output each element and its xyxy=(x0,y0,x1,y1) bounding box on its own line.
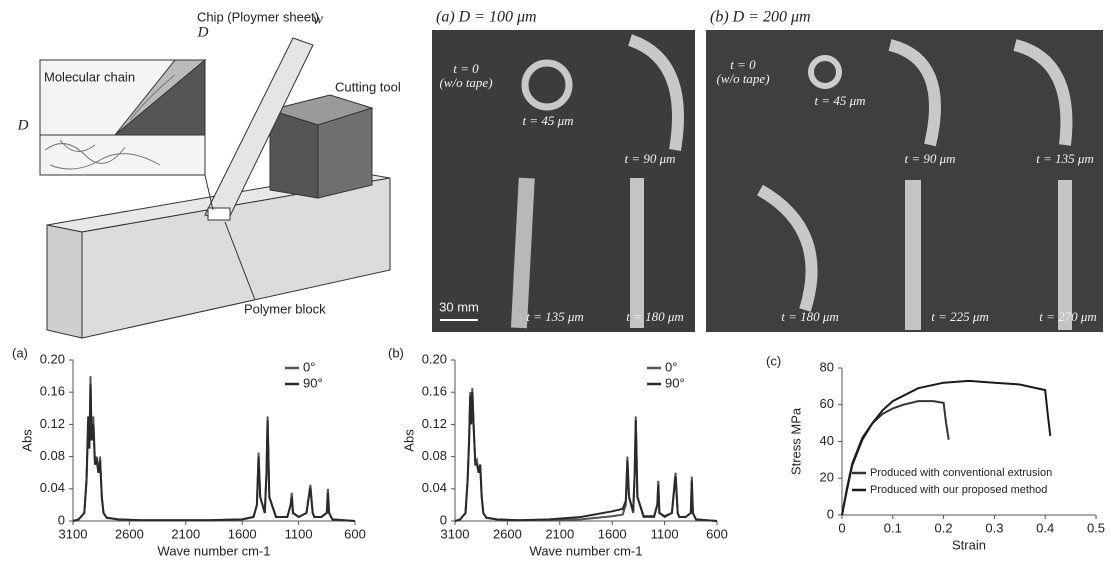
x-tick-label: 1100 xyxy=(651,526,679,541)
photo-label: t = 180 μm xyxy=(626,309,684,324)
panel-label: (b) xyxy=(388,345,404,360)
series-line xyxy=(455,392,717,521)
x-tick-label: 2600 xyxy=(115,526,144,541)
x-tick-label: 3100 xyxy=(59,526,88,541)
cut-zone xyxy=(208,208,230,220)
y-tick-label: 0.16 xyxy=(40,384,65,399)
strip xyxy=(630,178,644,328)
y-tick-label: 0.20 xyxy=(40,351,65,366)
photo-label: (w/o tape) xyxy=(716,71,769,86)
y-tick-label: 0.08 xyxy=(422,448,447,463)
y-tick-label: 0.20 xyxy=(422,351,447,366)
y-tick-label: 0.16 xyxy=(422,384,447,399)
y-tick-label: 0 xyxy=(440,512,447,527)
photo-label: t = 0 xyxy=(730,57,756,72)
legend-label: 0° xyxy=(665,359,677,374)
x-tick-label: 0.3 xyxy=(985,520,1003,535)
y-tick-label: 0 xyxy=(827,506,834,521)
photo-label: t = 90 μm xyxy=(624,151,675,166)
diagram-label: Polymer block xyxy=(244,301,326,316)
x-tick-label: 0.5 xyxy=(1087,520,1105,535)
photo-label: t = 180 μm xyxy=(781,309,839,324)
series-line xyxy=(842,401,949,515)
legend-label: Produced with conventional extrusion xyxy=(870,467,1052,479)
y-axis-label: Abs xyxy=(401,429,416,452)
scale-label: 30 mm xyxy=(439,299,479,314)
diagram-label: Chip (Ploymer sheet) xyxy=(197,9,319,24)
photo-a: (a) D = 100 μm t = 0(w/o tape) t = 45 μm t … xyxy=(432,9,695,332)
block-end xyxy=(47,225,82,338)
panel-label: (a) xyxy=(12,345,28,360)
diagram-label: Cutting tool xyxy=(335,79,401,94)
y-tick-label: 0.04 xyxy=(422,480,447,495)
y-tick-label: 80 xyxy=(820,359,834,374)
panel-label: (c) xyxy=(766,353,781,368)
photo-title: (a) D = 100 μm xyxy=(436,9,537,26)
photo-label: t = 270 μm xyxy=(1039,309,1097,324)
legend-label: Produced with our proposed method xyxy=(870,484,1047,496)
x-tick-label: 1600 xyxy=(228,526,257,541)
x-tick-label: 2100 xyxy=(545,526,574,541)
diagram-label: D xyxy=(17,117,29,133)
y-tick-label: 0 xyxy=(58,512,65,527)
y-tick-label: 0.12 xyxy=(422,416,447,431)
x-tick-label: 2100 xyxy=(171,526,200,541)
photo-label: t = 0 xyxy=(453,61,479,76)
x-tick-label: 600 xyxy=(344,526,366,541)
x-axis-label: Wave number cm-1 xyxy=(530,543,643,558)
photo-b: (b) D = 200 μm t = 0(w/o tape) t = 45 μm t … xyxy=(706,9,1103,332)
x-tick-label: 0.1 xyxy=(884,520,902,535)
x-tick-label: 1100 xyxy=(285,526,313,541)
strip xyxy=(1058,180,1072,330)
photo-label: t = 45 μm xyxy=(814,93,865,108)
tool-side xyxy=(270,110,318,198)
x-tick-label: 0.2 xyxy=(935,520,953,535)
y-tick-label: 0.08 xyxy=(40,448,65,463)
figure: (a) D = 100 μmt = 0(w/o tape)t = 45 μmt … xyxy=(0,0,1111,562)
photo-label: t = 225 μm xyxy=(931,309,989,324)
y-tick-label: 0.12 xyxy=(40,416,65,431)
y-tick-label: 0.04 xyxy=(40,480,65,495)
diagram-label: Molecular chain xyxy=(44,69,135,84)
legend-label: 90° xyxy=(303,375,323,390)
photo-label: (w/o tape) xyxy=(439,75,492,90)
x-tick-label: 0 xyxy=(838,520,845,535)
photo-label: t = 45 μm xyxy=(522,113,573,128)
series-line xyxy=(73,384,355,521)
legend-label: 90° xyxy=(665,375,685,390)
x-tick-label: 1600 xyxy=(598,526,627,541)
x-axis-label: Wave number cm-1 xyxy=(158,543,271,558)
y-tick-label: 40 xyxy=(820,433,834,448)
x-tick-label: 600 xyxy=(706,526,728,541)
y-axis-label: Abs xyxy=(19,429,34,452)
photo-label: t = 135 μm xyxy=(1036,151,1094,166)
legend-label: 0° xyxy=(303,359,315,374)
x-tick-label: 0.4 xyxy=(1036,520,1054,535)
x-axis-label: Strain xyxy=(952,537,986,552)
series-line xyxy=(73,376,355,521)
photo-label: t = 135 μm xyxy=(526,309,584,324)
photo-label: t = 90 μm xyxy=(904,151,955,166)
diagram-label: D xyxy=(197,24,209,40)
x-tick-label: 2600 xyxy=(493,526,522,541)
y-axis-label: Stress MPa xyxy=(788,407,803,475)
x-tick-label: 3100 xyxy=(441,526,470,541)
strip xyxy=(905,180,921,330)
y-tick-label: 60 xyxy=(820,396,834,411)
y-tick-label: 20 xyxy=(820,470,834,485)
photo-title: (b) D = 200 μm xyxy=(710,9,811,26)
